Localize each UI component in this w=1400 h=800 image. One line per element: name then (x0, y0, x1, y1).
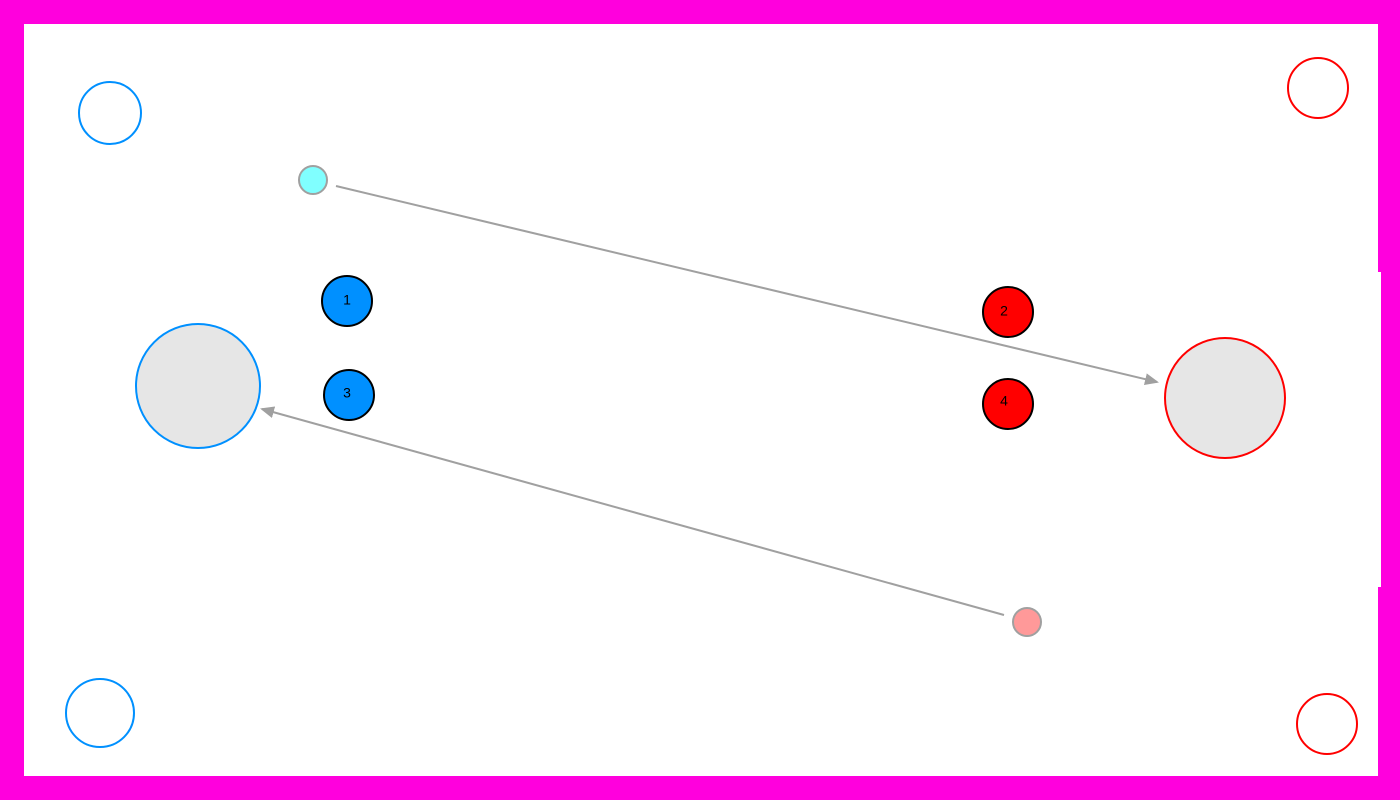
player-token-2[interactable]: 2 (982, 286, 1034, 338)
player-token-1[interactable]: 1 (321, 275, 373, 327)
blue-goal (135, 323, 261, 449)
trajectory-arrow-blue-ball (335, 185, 1159, 386)
trajectory-arrow-red-ball (260, 406, 1005, 616)
ball-blue-team[interactable] (298, 165, 328, 195)
corner-marker-bottom-right-red (1296, 693, 1358, 755)
player-token-3[interactable]: 3 (323, 369, 375, 421)
corner-marker-bottom-left-blue (65, 678, 135, 748)
player-label: 1 (343, 292, 351, 308)
player-token-4[interactable]: 4 (982, 378, 1034, 430)
player-label: 4 (1000, 393, 1008, 409)
red-goal (1164, 337, 1286, 459)
ball-red-team[interactable] (1012, 607, 1042, 637)
player-label: 2 (1000, 303, 1008, 319)
playing-field (24, 24, 1381, 776)
corner-marker-top-right-red (1287, 57, 1349, 119)
player-label: 3 (343, 385, 351, 401)
corner-marker-top-left-blue (78, 81, 142, 145)
